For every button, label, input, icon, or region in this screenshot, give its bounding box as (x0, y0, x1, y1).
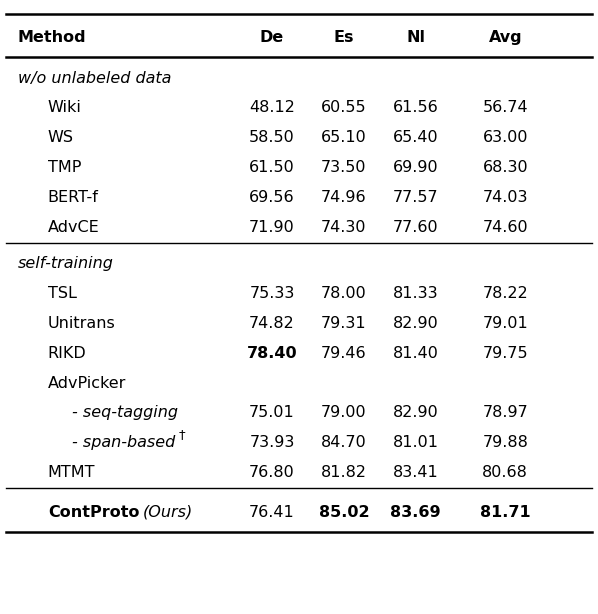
Text: 73.50: 73.50 (321, 160, 367, 175)
Text: 79.00: 79.00 (321, 405, 367, 421)
Text: 74.82: 74.82 (249, 316, 295, 331)
Text: 81.40: 81.40 (393, 346, 438, 361)
Text: 79.31: 79.31 (321, 316, 367, 331)
Text: †: † (178, 428, 185, 441)
Text: Nl: Nl (406, 31, 425, 45)
Text: RIKD: RIKD (48, 346, 87, 361)
Text: 48.12: 48.12 (249, 101, 295, 115)
Text: 83.41: 83.41 (393, 465, 438, 480)
Text: 81.82: 81.82 (321, 465, 367, 480)
Text: TMP: TMP (48, 160, 81, 175)
Text: 81.71: 81.71 (480, 505, 530, 520)
Text: 65.40: 65.40 (393, 130, 438, 145)
Text: 81.33: 81.33 (393, 286, 438, 301)
Text: BERT-f: BERT-f (48, 190, 99, 204)
Text: MTMT: MTMT (48, 465, 95, 480)
Text: 69.56: 69.56 (249, 190, 295, 204)
Text: AdvCE: AdvCE (48, 220, 100, 235)
Text: 75.01: 75.01 (249, 405, 295, 421)
Text: 79.01: 79.01 (483, 316, 528, 331)
Text: 82.90: 82.90 (393, 316, 438, 331)
Text: 78.00: 78.00 (321, 286, 367, 301)
Text: 74.96: 74.96 (321, 190, 367, 204)
Text: 77.60: 77.60 (393, 220, 438, 235)
Text: Avg: Avg (489, 31, 522, 45)
Text: 83.69: 83.69 (390, 505, 441, 520)
Text: 63.00: 63.00 (483, 130, 528, 145)
Text: 74.60: 74.60 (483, 220, 528, 235)
Text: TSL: TSL (48, 286, 77, 301)
Text: 58.50: 58.50 (249, 130, 295, 145)
Text: 79.88: 79.88 (483, 435, 528, 450)
Text: AdvPicker: AdvPicker (48, 376, 126, 391)
Text: (Ours): (Ours) (142, 505, 193, 520)
Text: 61.56: 61.56 (393, 101, 438, 115)
Text: Method: Method (18, 31, 87, 45)
Text: self-training: self-training (18, 257, 114, 271)
Text: 80.68: 80.68 (483, 465, 528, 480)
Text: 84.70: 84.70 (321, 435, 367, 450)
Text: w/o unlabeled data: w/o unlabeled data (18, 71, 171, 85)
Text: 78.97: 78.97 (483, 405, 528, 421)
Text: De: De (260, 31, 284, 45)
Text: 78.22: 78.22 (483, 286, 528, 301)
Text: WS: WS (48, 130, 74, 145)
Text: Wiki: Wiki (48, 101, 82, 115)
Text: Unitrans: Unitrans (48, 316, 115, 331)
Text: 81.01: 81.01 (393, 435, 438, 450)
Text: 69.90: 69.90 (393, 160, 438, 175)
Text: 79.46: 79.46 (321, 346, 367, 361)
Text: 82.90: 82.90 (393, 405, 438, 421)
Text: 78.40: 78.40 (247, 346, 297, 361)
Text: ContProto: ContProto (48, 505, 139, 520)
Text: Es: Es (334, 31, 354, 45)
Text: 65.10: 65.10 (321, 130, 367, 145)
Text: - span-based: - span-based (72, 435, 175, 450)
Text: 74.30: 74.30 (321, 220, 367, 235)
Text: 85.02: 85.02 (319, 505, 369, 520)
Text: 74.03: 74.03 (483, 190, 528, 204)
Text: 60.55: 60.55 (321, 101, 367, 115)
Text: 68.30: 68.30 (483, 160, 528, 175)
Text: 76.41: 76.41 (249, 505, 295, 520)
Text: 75.33: 75.33 (249, 286, 295, 301)
Text: 79.75: 79.75 (483, 346, 528, 361)
Text: 77.57: 77.57 (393, 190, 438, 204)
Text: 76.80: 76.80 (249, 465, 295, 480)
Text: - seq-tagging: - seq-tagging (72, 405, 178, 421)
Text: 71.90: 71.90 (249, 220, 295, 235)
Text: 56.74: 56.74 (483, 101, 528, 115)
Text: 61.50: 61.50 (249, 160, 295, 175)
Text: 73.93: 73.93 (249, 435, 295, 450)
